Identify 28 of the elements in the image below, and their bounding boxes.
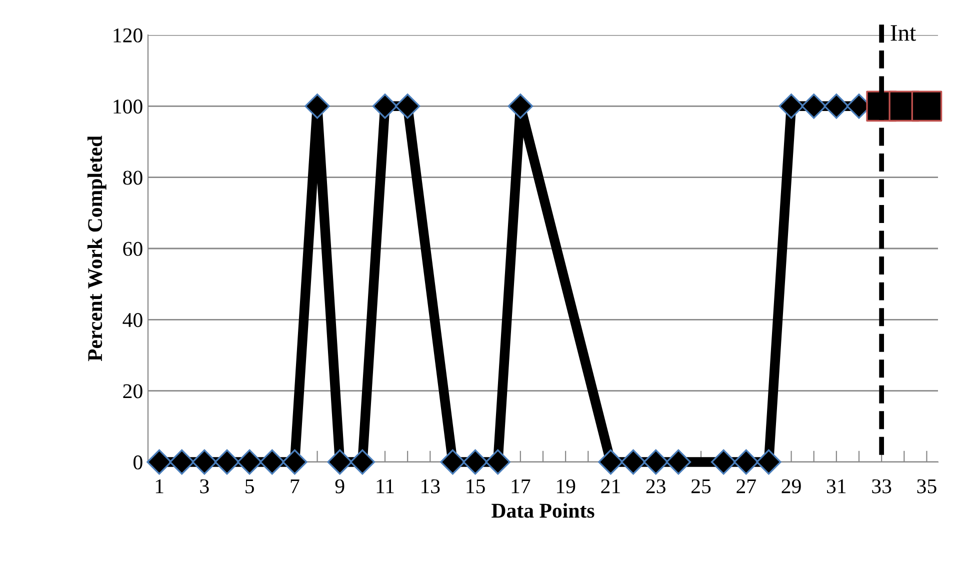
y-tick-label: 80 xyxy=(123,170,142,185)
x-tick-label: 23 xyxy=(646,479,666,494)
y-tick-label: 0 xyxy=(134,455,142,470)
x-tick-label: 35 xyxy=(917,479,936,494)
x-tick-label: 27 xyxy=(736,479,756,494)
x-tick-label: 33 xyxy=(872,479,892,494)
y-tick-label: 40 xyxy=(122,313,142,328)
x-tick-label: 17 xyxy=(512,479,530,494)
y-tick-label: 60 xyxy=(123,242,142,256)
x-tick-label: 1 xyxy=(156,479,164,494)
ref-line-label: Int xyxy=(890,25,916,41)
x-tick-label: 29 xyxy=(782,479,801,494)
x-tick-label: 25 xyxy=(692,479,711,494)
x-tick-label: 15 xyxy=(466,479,485,494)
x-tick-label: 11 xyxy=(376,479,394,494)
x-axis-title: Data Points xyxy=(492,503,594,518)
x-tick-label: 13 xyxy=(422,479,440,494)
y-axis-title: Percent Work Completed xyxy=(87,136,106,362)
x-tick-label: 7 xyxy=(290,479,300,494)
x-tick-label: 3 xyxy=(200,479,209,494)
x-tick-label: 9 xyxy=(335,479,344,494)
y-tick-label: 20 xyxy=(123,384,142,398)
x-tick-label: 5 xyxy=(246,479,254,494)
x-tick-label: 21 xyxy=(601,479,620,494)
x-tick-label: 19 xyxy=(556,479,576,494)
x-tick-label: 31 xyxy=(827,479,846,494)
y-tick-label: 100 xyxy=(114,100,142,114)
y-tick-label: 120 xyxy=(114,28,142,42)
